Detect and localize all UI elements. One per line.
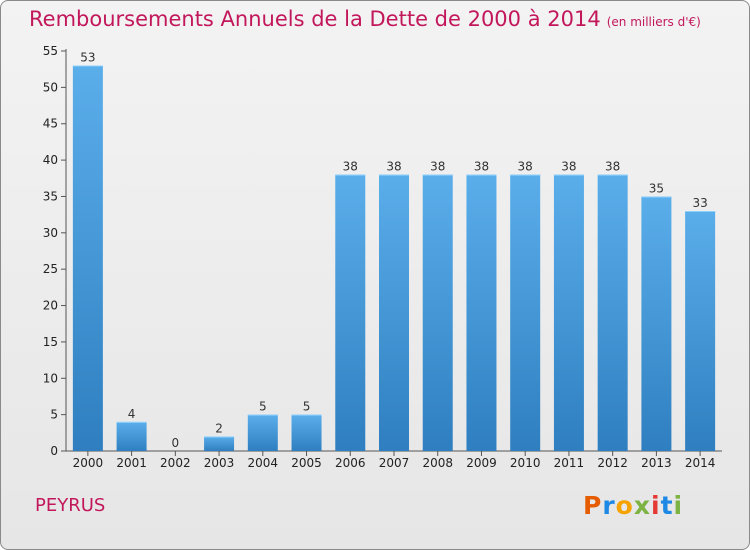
y-tick-label: 5 [50,408,58,422]
x-tick-label: 2002 [160,456,191,470]
data-label: 38 [430,160,445,174]
data-label: 35 [649,181,664,195]
data-label: 53 [80,51,95,65]
bar-2007 [379,174,409,452]
x-tick-label: 2008 [422,456,453,470]
y-tick-label: 45 [43,117,58,131]
chart-title-text: Remboursements Annuels de la Dette de 20… [29,7,601,31]
bar-2004 [247,414,278,451]
y-tick-label: 35 [43,189,58,203]
logo-letter: i [651,491,661,520]
x-tick-label: 2003 [204,456,235,470]
x-tick-label: 2009 [466,456,497,470]
bar-2011 [553,174,584,452]
data-label: 2 [215,421,223,435]
logo-letter: o [615,491,634,520]
chart-subtitle: (en milliers d'€) [606,15,701,29]
logo-letter: i [673,491,684,520]
y-tick-label: 55 [43,44,58,58]
x-tick-label: 2004 [248,456,279,470]
bar-2012 [597,174,628,452]
chart-bars [72,65,716,452]
y-tick-label: 40 [43,153,58,167]
bar-2005 [291,414,322,451]
data-label: 38 [561,160,576,174]
bar-2014 [685,211,716,451]
x-tick-label: 2006 [335,456,366,470]
logo-letter: r [602,491,616,520]
bar-2006 [335,174,366,452]
y-tick-label: 50 [43,80,58,94]
data-label: 5 [303,400,311,414]
x-tick-label: 2005 [291,456,322,470]
chart-labels: 2000 53 2001 4 2002 0 2003 2 2004 5 2005 5 2006 38 200… [73,51,716,470]
commune-name: PEYRUS [35,495,106,516]
data-label: 5 [259,400,267,414]
bar-2003 [204,436,235,451]
bar-2001 [116,421,147,451]
data-label: 38 [605,160,620,174]
data-label: 38 [518,160,533,174]
y-tick-label: 10 [43,371,58,385]
x-tick-label: 2001 [116,456,147,470]
y-tick-label: 30 [43,226,58,240]
logo-letter: x [633,491,651,520]
data-label: 4 [128,407,136,421]
bar-2009 [466,174,497,452]
x-tick-label: 2010 [510,456,541,470]
x-tick-label: 2013 [641,456,672,470]
data-label: 33 [692,196,707,210]
y-tick-label: 20 [43,299,58,313]
y-tick-label: 0 [50,444,58,458]
data-label: 0 [172,436,180,450]
logo-letter: P [583,491,603,520]
y-tick-label: 15 [43,335,58,349]
bar-2010 [510,174,541,452]
proxiti-logo[interactable]: Proxiti [583,491,683,520]
x-tick-label: 2011 [554,456,585,470]
x-tick-label: 2014 [685,456,716,470]
data-label: 38 [386,160,401,174]
chart-title: Remboursements Annuels de la Dette de 20… [29,7,701,31]
bar-2000 [72,65,103,451]
logo-letter: t [660,491,674,520]
bar-2008 [422,174,453,452]
y-tick-label: 25 [43,262,58,276]
data-label: 38 [474,160,489,174]
bar-2013 [641,196,672,451]
x-tick-label: 2012 [597,456,628,470]
data-label: 38 [343,160,358,174]
x-tick-label: 2007 [379,456,410,470]
x-tick-label: 2000 [73,456,104,470]
